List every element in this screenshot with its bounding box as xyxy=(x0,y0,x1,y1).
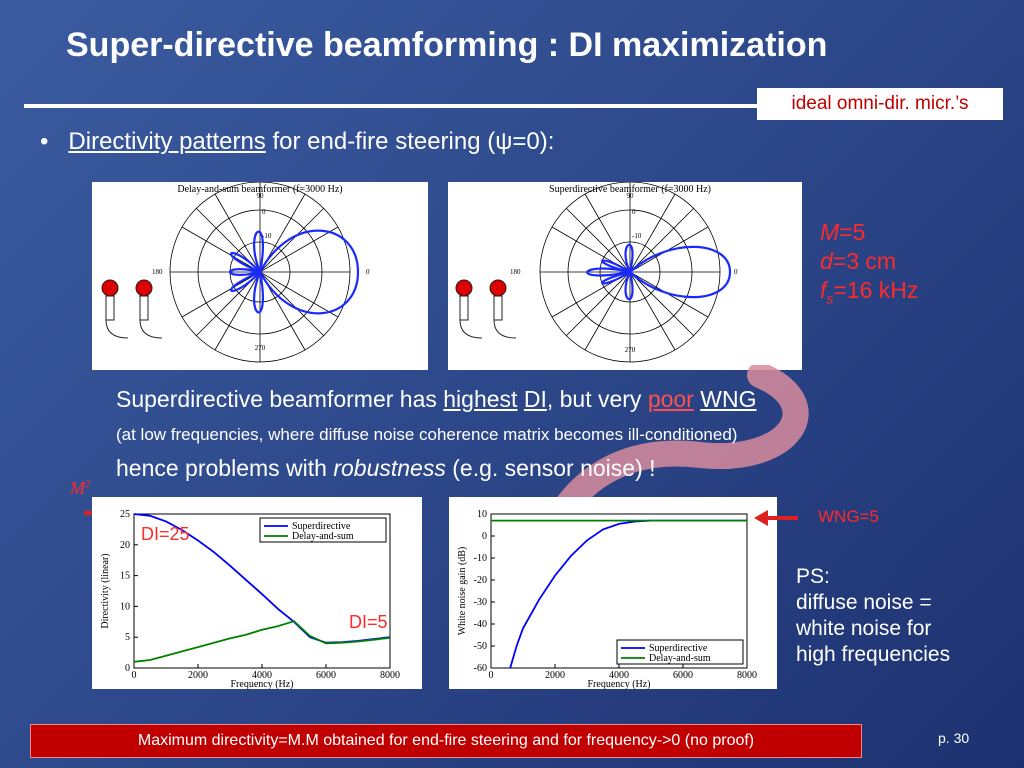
directivity-chart: 0 2000 4000 6000 8000 0 5 10 15 20 25 Frequency (Hz… xyxy=(92,497,422,689)
m-squared-label: M2 xyxy=(70,478,91,498)
y-tick-label: 15 xyxy=(120,571,130,582)
angle-0: 0 xyxy=(366,268,370,276)
title-underline xyxy=(24,104,759,108)
x-axis-label: Frequency (Hz) xyxy=(587,679,650,689)
x-tick-label: 0 xyxy=(489,670,494,681)
legend-label: Superdirective xyxy=(649,643,708,654)
x-axis-label: Frequency (Hz) xyxy=(230,679,293,689)
highest-link[interactable]: highest xyxy=(443,386,518,412)
param-m: M=5 xyxy=(820,219,866,245)
y-tick-label: 25 xyxy=(120,509,130,520)
wng-link[interactable]: WNG xyxy=(700,386,757,412)
bullet-dot: • xyxy=(40,128,69,155)
y-tick-label: 0 xyxy=(125,663,130,674)
ring-minus10: -10 xyxy=(632,232,642,240)
angle-180: 180 xyxy=(152,268,163,276)
poor-link[interactable]: poor xyxy=(647,386,694,412)
y-axis-label: White noise gain (dB) xyxy=(457,547,468,636)
param-d: d=3 cm xyxy=(820,248,897,274)
ring-minus10: -10 xyxy=(262,232,272,240)
directivity-link[interactable]: Directivity patterns xyxy=(68,128,266,155)
legend-label: Superdirective xyxy=(292,521,351,532)
x-tick-label: 2000 xyxy=(545,670,565,681)
x-tick-label: 6000 xyxy=(673,670,693,681)
y-tick-label: -40 xyxy=(474,619,487,630)
y-axis-label: Directivity (linear) xyxy=(100,553,111,628)
x-tick-label: 8000 xyxy=(737,670,757,681)
microphone-tag: ideal omni-dir. micr.’s xyxy=(757,88,1003,120)
legend-label: Delay-and-sum xyxy=(292,531,354,542)
polar-plot-superdirective: Superdirective beamformer (f=3000 Hz) 90… xyxy=(448,182,802,370)
angle-0: 0 xyxy=(734,268,738,276)
angle-180: 180 xyxy=(510,268,521,276)
array-parameters: M=5 d=3 cm fs=16 kHz xyxy=(820,218,918,314)
wng-chart: 0 2000 4000 6000 8000 10 0 -10 -20 -30 -40 -50 -60 Fr… xyxy=(449,497,777,689)
di5-label: DI=5 xyxy=(349,612,388,632)
page-number: p. 30 xyxy=(938,730,970,746)
angle-270: 270 xyxy=(625,346,636,354)
angle-90: 90 xyxy=(627,192,635,200)
x-tick-label: 8000 xyxy=(380,670,400,681)
y-tick-label: -60 xyxy=(474,663,487,674)
y-tick-label: 20 xyxy=(120,540,130,551)
summary-line: Superdirective beamformer has highest DI… xyxy=(116,386,757,412)
microphone-icon-pair xyxy=(101,279,163,339)
bullet-line: • Directivity patterns for end-fire stee… xyxy=(40,128,554,156)
legend-label: Delay-and-sum xyxy=(649,653,711,664)
y-tick-label: -20 xyxy=(474,575,487,586)
x-tick-label: 0 xyxy=(132,670,137,681)
arrow-left-icon xyxy=(754,510,798,526)
beam-pattern xyxy=(586,243,732,301)
y-tick-label: 0 xyxy=(482,531,487,542)
polar-plot-delay-and-sum: Delay-and-sum beamformer (f=3000 Hz) 90 … xyxy=(92,182,428,370)
robustness-line: hence problems with robustness (e.g. sen… xyxy=(116,455,656,481)
low-frequency-note: (at low frequencies, where diffuse noise… xyxy=(116,425,738,444)
series-line xyxy=(133,620,391,663)
param-fs: fs=16 kHz xyxy=(820,277,919,307)
angle-90: 90 xyxy=(257,192,265,200)
legend-box xyxy=(616,639,744,665)
di-link[interactable]: DI xyxy=(523,386,547,412)
wng5-label: WNG=5 xyxy=(818,507,879,526)
slide-title: Super-directive beamforming : DI maximiz… xyxy=(66,26,828,64)
x-tick-label: 6000 xyxy=(316,670,336,681)
y-tick-label: -50 xyxy=(474,641,487,652)
x-tick-label: 4000 xyxy=(609,670,629,681)
x-tick-label: 4000 xyxy=(252,670,272,681)
ring-0: 0 xyxy=(632,208,636,216)
y-tick-label: 5 xyxy=(125,632,130,643)
ps-note: PS: diffuse noise = white noise for high… xyxy=(796,565,951,666)
ring-0: 0 xyxy=(262,208,266,216)
bullet-text: for end-fire steering (ψ=0): xyxy=(272,128,555,155)
x-tick-label: 2000 xyxy=(188,670,208,681)
y-tick-label: -10 xyxy=(474,553,487,564)
di25-label: DI=25 xyxy=(141,524,190,544)
bottom-note: Maximum directivity=M.M obtained for end… xyxy=(30,724,862,758)
beam-pattern xyxy=(229,229,360,315)
y-tick-label: -30 xyxy=(474,597,487,608)
microphone-icon-pair xyxy=(455,279,517,339)
y-tick-label: 10 xyxy=(477,509,487,520)
angle-270: 270 xyxy=(255,344,266,352)
legend-box xyxy=(259,517,387,543)
y-tick-label: 10 xyxy=(120,601,130,612)
